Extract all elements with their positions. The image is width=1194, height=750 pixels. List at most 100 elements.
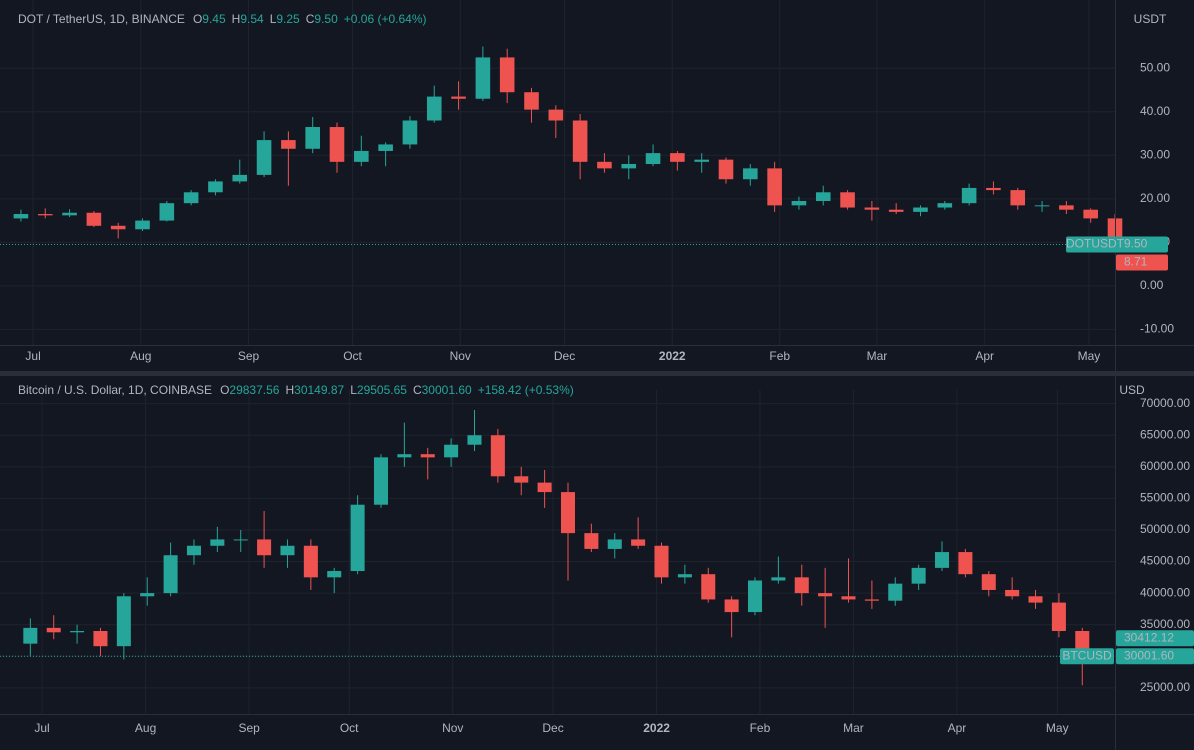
- x-tick-label: Dec: [542, 721, 563, 735]
- candle-body: [888, 583, 903, 601]
- currency-unit: USD: [1119, 383, 1145, 397]
- x-tick-label: Sep: [238, 349, 260, 363]
- x-tick-label: May: [1078, 349, 1101, 363]
- candle-body: [281, 140, 296, 149]
- y-tick-label: 35000.00: [1140, 617, 1190, 631]
- ohlc-key: C: [306, 12, 315, 26]
- x-tick-label: Sep: [238, 721, 260, 735]
- candle-body: [670, 153, 685, 162]
- y-tick-label: 40.00: [1140, 104, 1170, 118]
- ohlc-value: 9.45: [202, 12, 226, 26]
- y-tick-label: -10.00: [1140, 322, 1174, 336]
- candle-body: [864, 207, 880, 210]
- candle-body: [572, 120, 588, 162]
- candle-body: [373, 457, 388, 505]
- candle-body: [183, 192, 199, 204]
- symbol-title: Bitcoin / U.S. Dollar, 1D, COINBASE: [18, 383, 212, 397]
- candle-body: [208, 181, 223, 193]
- candle-body: [584, 533, 599, 549]
- candle-body: [116, 596, 131, 647]
- candle-body: [1028, 596, 1043, 603]
- candle-body: [560, 492, 576, 534]
- candle-body: [743, 168, 758, 180]
- x-tick-label: Aug: [135, 721, 156, 735]
- ohlc-key: L: [270, 12, 277, 26]
- candle-body: [631, 539, 646, 546]
- y-tick-label: 40000.00: [1140, 585, 1190, 599]
- x-tick-label: Apr: [975, 349, 994, 363]
- candle-body: [1005, 589, 1020, 597]
- candle-body: [654, 545, 669, 578]
- candle-body: [350, 504, 365, 572]
- symbol-tag-text: DOTUSDT: [1066, 237, 1125, 251]
- candle-body: [694, 159, 709, 162]
- candle-body: [186, 545, 201, 556]
- candle-body: [1010, 190, 1026, 206]
- label-layer: 50.0040.0030.0020.0010.000.00-10.00JulAu…: [18, 12, 1194, 735]
- y-tick-label: 65000.00: [1140, 427, 1190, 441]
- candle-body: [935, 552, 950, 568]
- price-badge-text: 30412.12: [1124, 630, 1174, 644]
- y-tick-label: 20.00: [1140, 191, 1170, 205]
- candle-body: [280, 545, 295, 556]
- candle-body: [327, 571, 342, 578]
- x-tick-label: Aug: [130, 349, 151, 363]
- candle-body: [135, 220, 150, 230]
- candle-body: [981, 574, 996, 590]
- candle-body: [701, 574, 716, 600]
- y-tick-label: 45000.00: [1140, 554, 1190, 568]
- price-badge: [1116, 630, 1194, 647]
- candle-body: [1059, 205, 1074, 210]
- candle-body: [937, 203, 953, 208]
- candle-body: [140, 593, 155, 597]
- x-tick-label: Jul: [34, 721, 49, 735]
- candle-body: [257, 539, 272, 556]
- candle-body: [514, 476, 529, 483]
- legend-header: DOT / TetherUS, 1D, BINANCE O9.45 H9.54 L9.…: [18, 12, 427, 26]
- price-badge: [1116, 236, 1168, 253]
- candle-body: [46, 627, 61, 633]
- price-badge-text: 30001.60: [1124, 648, 1174, 662]
- x-tick-label: Feb: [750, 721, 771, 735]
- candle-body: [163, 555, 178, 594]
- price-badge-text: 8.71: [1124, 255, 1148, 269]
- candle-body: [499, 57, 515, 93]
- ohlc-value: 29505.65: [357, 383, 407, 397]
- candle-body: [597, 161, 612, 169]
- pane-separator: [0, 371, 1194, 376]
- candle-body: [420, 454, 435, 458]
- price-badge: [1116, 648, 1194, 665]
- candle-body: [718, 159, 734, 180]
- candle-body: [961, 187, 977, 204]
- y-tick-label: 70000.00: [1140, 396, 1190, 410]
- grid-layer: [0, 0, 1115, 714]
- candle-body: [93, 631, 108, 647]
- ohlc-key: H: [232, 12, 241, 26]
- candle-body: [13, 214, 29, 219]
- candle-body: [1034, 205, 1050, 207]
- candle-body: [467, 435, 482, 445]
- candle-body: [451, 96, 466, 99]
- candle-body: [815, 192, 831, 201]
- y-tick-label: 60000.00: [1140, 459, 1190, 473]
- y-tick-label: 55000.00: [1140, 491, 1190, 505]
- candle-body: [490, 435, 505, 477]
- x-tick-label: Mar: [867, 349, 888, 363]
- candle-body: [607, 539, 622, 549]
- candle-body: [677, 574, 692, 578]
- candle-body: [747, 580, 763, 613]
- currency-unit: USDT: [1134, 12, 1167, 26]
- ohlc-value: 9.50: [314, 12, 338, 26]
- candle-body: [210, 539, 225, 546]
- y-tick-label: 0.00: [1140, 278, 1164, 292]
- x-tick-label: 2022: [659, 349, 686, 363]
- y-tick-label: 25000.00: [1140, 680, 1190, 694]
- y-tick-label: 50.00: [1140, 60, 1170, 74]
- candle-body: [645, 153, 661, 165]
- x-tick-label: May: [1046, 721, 1069, 735]
- symbol-tag-text: BTCUSD: [1062, 648, 1112, 662]
- symbol-title: DOT / TetherUS, 1D, BINANCE: [18, 12, 185, 26]
- legend-header: Bitcoin / U.S. Dollar, 1D, COINBASE O2983…: [18, 383, 574, 397]
